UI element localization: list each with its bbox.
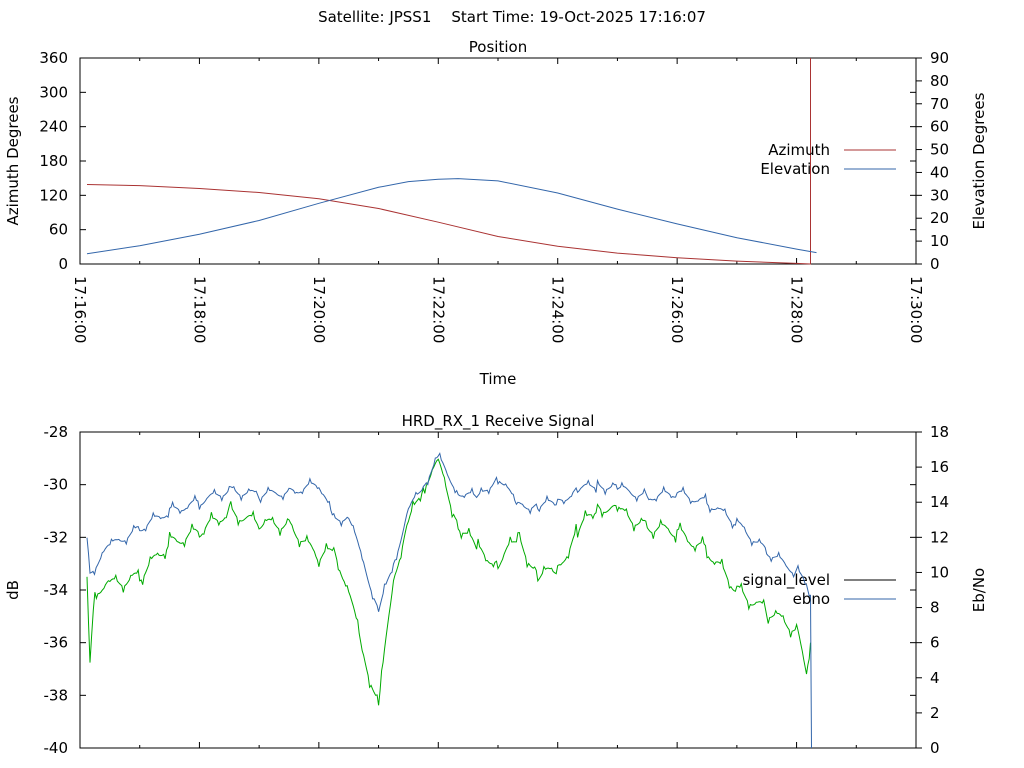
y-right-tick-label: 10 — [930, 232, 949, 250]
y-right-tick-label: 80 — [930, 72, 949, 90]
y-left-tick-label: 300 — [39, 83, 68, 101]
y-right-tick-label: 0 — [930, 255, 940, 273]
plot-frame — [79, 431, 917, 749]
y-left-tick-label: 360 — [39, 49, 68, 67]
y-left-tick-label: -40 — [44, 739, 69, 757]
x-tick-label: 17:24:00 — [549, 276, 567, 343]
y-left-tick-label: -34 — [44, 581, 69, 599]
y-right-tick-label: 18 — [930, 423, 949, 441]
series-line-Azimuth — [86, 58, 811, 265]
y-left-tick-label: 180 — [39, 152, 68, 170]
legend-label: Elevation — [760, 160, 830, 178]
y-right-tick-label: 70 — [930, 95, 949, 113]
y-right-tick-label: 90 — [930, 49, 949, 67]
figure-header: Satellite: JPSS1 Start Time: 19-Oct-2025 … — [318, 8, 706, 26]
position-chart: Position 0 60 120 180 240 300 360 0 10 20 30 40 50 60 7… — [4, 38, 988, 388]
x-tick-label: 17:20:00 — [310, 276, 328, 343]
y-left-tick-label: 240 — [39, 118, 68, 136]
y-right-tick-label: 16 — [930, 458, 949, 476]
y-left-axis-label: dB — [4, 580, 22, 600]
y-left-tick-label: 60 — [49, 221, 68, 239]
y-right-axis-label: Elevation Degrees — [970, 92, 988, 229]
x-tick-label: 17:28:00 — [788, 276, 806, 343]
x-tick-label: 17:18:00 — [190, 276, 208, 343]
y-left-tick-label: -32 — [44, 528, 69, 546]
start-time-label: Start Time: 19-Oct-2025 17:16:07 — [451, 8, 706, 26]
x-tick-label: 17:30:00 — [907, 276, 925, 343]
y-right-tick-label: 20 — [930, 209, 949, 227]
chart-title: Position — [469, 38, 527, 56]
x-axis-label: Time — [479, 370, 517, 388]
y-right-tick-label: 14 — [930, 493, 949, 511]
y-right-tick-label: 8 — [930, 599, 940, 617]
legend-label: signal_level — [742, 571, 830, 590]
y-left-tick-label: -36 — [44, 634, 69, 652]
y-left-tick-label: -38 — [44, 686, 69, 704]
y-left-tick-label: -30 — [44, 476, 69, 494]
series-line-ebno — [86, 452, 812, 749]
chart-title: HRD_RX_1 Receive Signal — [402, 412, 595, 431]
receive-signal-chart: HRD_RX_1 Receive Signal -28 -30 -32 -34 -36 -3… — [4, 412, 988, 757]
x-tick-label: 17:26:00 — [668, 276, 686, 343]
y-right-tick-label: 10 — [930, 563, 949, 581]
y-right-tick-label: 2 — [930, 704, 940, 722]
y-right-axis-label: Eb/No — [970, 568, 988, 612]
y-right-tick-label: 12 — [930, 528, 949, 546]
y-right-tick-label: 4 — [930, 669, 940, 687]
y-right-tick-label: 6 — [930, 634, 940, 652]
y-right-tick-label: 60 — [930, 118, 949, 136]
x-tick-label: 17:16:00 — [71, 276, 89, 343]
x-tick-label: 17:22:00 — [429, 276, 447, 343]
y-left-tick-label: -28 — [44, 423, 69, 441]
series-line-signal_level — [86, 458, 811, 706]
y-right-tick-label: 0 — [930, 739, 940, 757]
y-left-tick-label: 120 — [39, 186, 68, 204]
y-left-tick-label: 0 — [58, 255, 68, 273]
legend-label: ebno — [793, 590, 830, 608]
series-line-Elevation — [86, 178, 817, 255]
satellite-label: Satellite: JPSS1 — [318, 8, 431, 26]
y-left-axis-label: Azimuth Degrees — [4, 96, 22, 225]
legend-label: Azimuth — [768, 141, 830, 159]
y-right-tick-label: 30 — [930, 186, 949, 204]
y-right-tick-label: 50 — [930, 141, 949, 159]
y-right-tick-label: 40 — [930, 163, 949, 181]
